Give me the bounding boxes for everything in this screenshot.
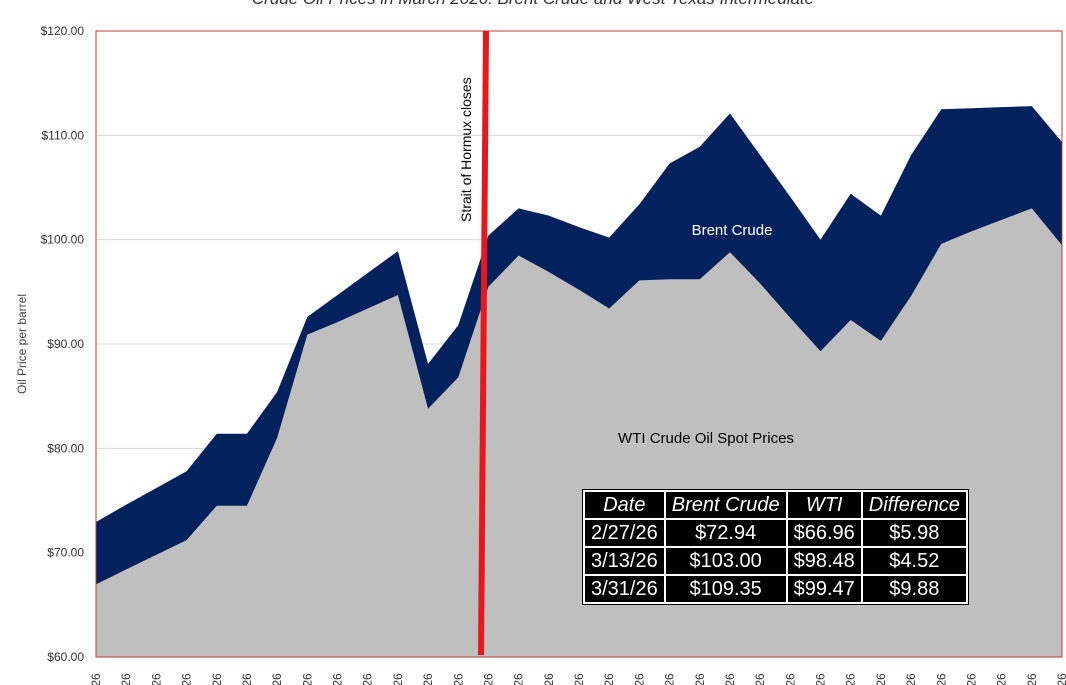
table-cell: $109.35 [663, 574, 788, 604]
x-tick-label: /26 [663, 673, 677, 685]
x-tick-label: /26 [904, 673, 918, 685]
hormuz-annotation: Strait of Hormux closes [458, 77, 474, 222]
y-tick-label: $60.00 [47, 650, 84, 664]
x-tick-label: /26 [270, 673, 284, 685]
table-header-row: Date Brent Crude WTI Difference [583, 490, 968, 520]
price-summary-table: Date Brent Crude WTI Difference 2/27/26 … [582, 489, 969, 605]
y-tick-label: $90.00 [47, 337, 84, 351]
x-tick-label: /26 [693, 673, 707, 685]
table-header: Date [583, 490, 666, 520]
x-tick-label: /26 [89, 673, 103, 685]
x-tick-label: /26 [149, 673, 163, 685]
x-tick-label: /26 [814, 673, 828, 685]
table-row: 3/13/26 $103.00 $98.48 $4.52 [583, 546, 968, 576]
x-tick-label: /26 [723, 673, 737, 685]
plot-area-border [95, 30, 1063, 658]
table-cell: $103.00 [663, 546, 788, 576]
table-cell: $4.52 [860, 546, 968, 576]
x-tick-label: /26 [753, 673, 767, 685]
table-cell: 3/31/26 [583, 574, 666, 604]
x-tick-label: /26 [1025, 673, 1039, 685]
x-tick-label: /26 [512, 673, 526, 685]
table-row: 2/27/26 $72.94 $66.96 $5.98 [583, 518, 968, 548]
x-tick-label: /26 [300, 673, 314, 685]
x-tick-label: /26 [451, 673, 465, 685]
x-tick-label: /26 [421, 673, 435, 685]
x-tick-label: /26 [391, 673, 405, 685]
y-tick-label: $110.00 [42, 128, 85, 142]
x-tick-label: /26 [240, 673, 254, 685]
x-tick-label: /26 [1055, 673, 1066, 685]
y-tick-label: $70.00 [47, 546, 84, 560]
table-cell: $66.96 [785, 518, 863, 548]
x-tick-label: /26 [964, 673, 978, 685]
hormuz-marker-line [478, 30, 489, 656]
table-cell: $72.94 [663, 518, 788, 548]
x-tick-label: /26 [361, 673, 375, 685]
table-cell: $99.47 [785, 574, 863, 604]
y-axis-ticks: $60.00 $70.00 $80.00 $90.00 $100.00 $110.00 $1… [41, 24, 85, 664]
x-axis-ticks: /26/26/26/26/26/26/26/26/26/26/26/26/26 /… [89, 673, 1066, 685]
x-tick-label: /26 [572, 673, 586, 685]
table-header: WTI [785, 490, 863, 520]
y-tick-label: $80.00 [47, 441, 84, 455]
x-tick-label: /26 [542, 673, 556, 685]
y-tick-label: $120.00 [41, 24, 85, 38]
x-tick-label: /26 [331, 673, 345, 685]
x-tick-label: /26 [934, 673, 948, 685]
y-axis-label: Oil Price per barrel [15, 294, 29, 394]
table-cell: $9.88 [860, 574, 968, 604]
table-header: Brent Crude [663, 490, 788, 520]
wti-series-label: WTI Crude Oil Spot Prices [618, 430, 794, 447]
table-cell: $98.48 [785, 546, 863, 576]
x-tick-label: /26 [995, 673, 1009, 685]
table-header: Difference [860, 490, 968, 520]
chart-title: Crude Oil Prices in March 2026: Brent Cr… [252, 0, 814, 8]
x-tick-label: /26 [783, 673, 797, 685]
x-tick-label: /26 [210, 673, 224, 685]
x-tick-label: /26 [602, 673, 616, 685]
table-row: 3/31/26 $109.35 $99.47 $9.88 [583, 574, 968, 604]
x-tick-label: /26 [481, 673, 495, 685]
y-tick-label: $100.00 [41, 233, 85, 247]
table-cell: 3/13/26 [583, 546, 666, 576]
table-cell: 2/27/26 [583, 518, 666, 548]
x-tick-label: /26 [119, 673, 133, 685]
brent-series-label: Brent Crude [692, 222, 773, 239]
x-tick-label: /26 [874, 673, 888, 685]
x-tick-label: /26 [844, 673, 858, 685]
x-tick-label: /26 [180, 673, 194, 685]
x-tick-label: /26 [632, 673, 646, 685]
table-cell: $5.98 [860, 518, 968, 548]
